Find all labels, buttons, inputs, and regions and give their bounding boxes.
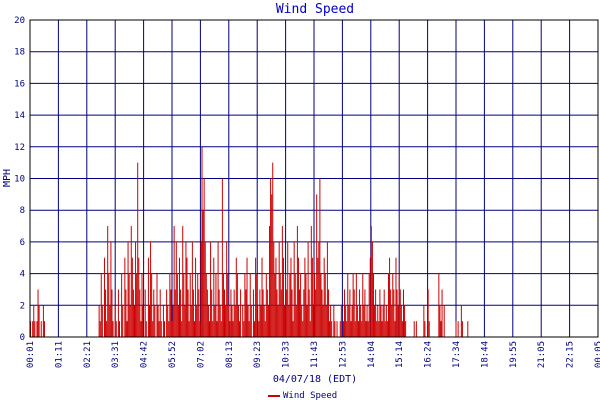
x-tick-label: 00:05 xyxy=(594,341,600,368)
y-tick-label: 16 xyxy=(14,79,25,89)
x-tick-label: 22:15 xyxy=(566,341,576,368)
series-layer xyxy=(30,146,469,337)
x-tick-label: 05:52 xyxy=(168,341,178,368)
x-tick-label: 21:05 xyxy=(537,341,547,368)
y-tick-label: 12 xyxy=(14,143,25,153)
y-tick-label: 2 xyxy=(20,301,25,311)
y-tick-label: 20 xyxy=(14,16,25,26)
x-tick-label: 18:44 xyxy=(480,341,490,368)
chart-title: Wind Speed xyxy=(276,2,354,17)
x-axis-label: 04/07/18 (EDT) xyxy=(273,374,357,385)
y-tick-label: 4 xyxy=(20,270,25,280)
y-tick-label: 18 xyxy=(14,48,25,58)
x-tick-labels: 00:01 01:11 02:21 03:31 04:42 05:52 07:02 08:13… xyxy=(26,341,600,368)
legend: Wind Speed xyxy=(268,391,337,400)
x-tick-label: 12:53 xyxy=(338,341,348,368)
y-tick-label: 14 xyxy=(14,111,25,121)
x-tick-label: 02:21 xyxy=(83,341,93,368)
x-tick-label: 16:24 xyxy=(424,341,434,368)
x-tick-label: 01:11 xyxy=(54,341,64,368)
x-tick-label: 00:01 xyxy=(26,341,36,368)
plot-frame xyxy=(29,19,599,338)
x-tick-label: 08:13 xyxy=(225,341,235,368)
x-tick-label: 15:14 xyxy=(395,341,405,368)
x-tick-label: 10:33 xyxy=(282,341,292,368)
x-tick-label: 03:31 xyxy=(111,341,121,368)
x-tick-label: 14:04 xyxy=(367,341,377,368)
x-tick-label: 11:43 xyxy=(310,341,320,368)
x-tick-label: 04:42 xyxy=(140,341,150,368)
plot-border xyxy=(29,19,599,338)
legend-label-wind-speed: Wind Speed xyxy=(283,391,337,400)
y-tick-labels: 0 2 4 6 8 10 12 14 16 18 20 xyxy=(14,16,25,343)
x-tick-label: 07:02 xyxy=(196,341,206,368)
y-tick-label: 0 xyxy=(20,333,25,343)
x-tick-label: 17:34 xyxy=(452,341,462,368)
y-axis-label: MPH xyxy=(2,169,13,187)
y-tick-label: 6 xyxy=(20,238,25,248)
x-tick-label: 09:23 xyxy=(253,341,263,368)
grid-layer xyxy=(29,19,599,338)
y-tick-label: 8 xyxy=(20,206,25,216)
x-tick-label: 19:55 xyxy=(509,341,519,368)
y-tick-label: 10 xyxy=(14,175,25,185)
